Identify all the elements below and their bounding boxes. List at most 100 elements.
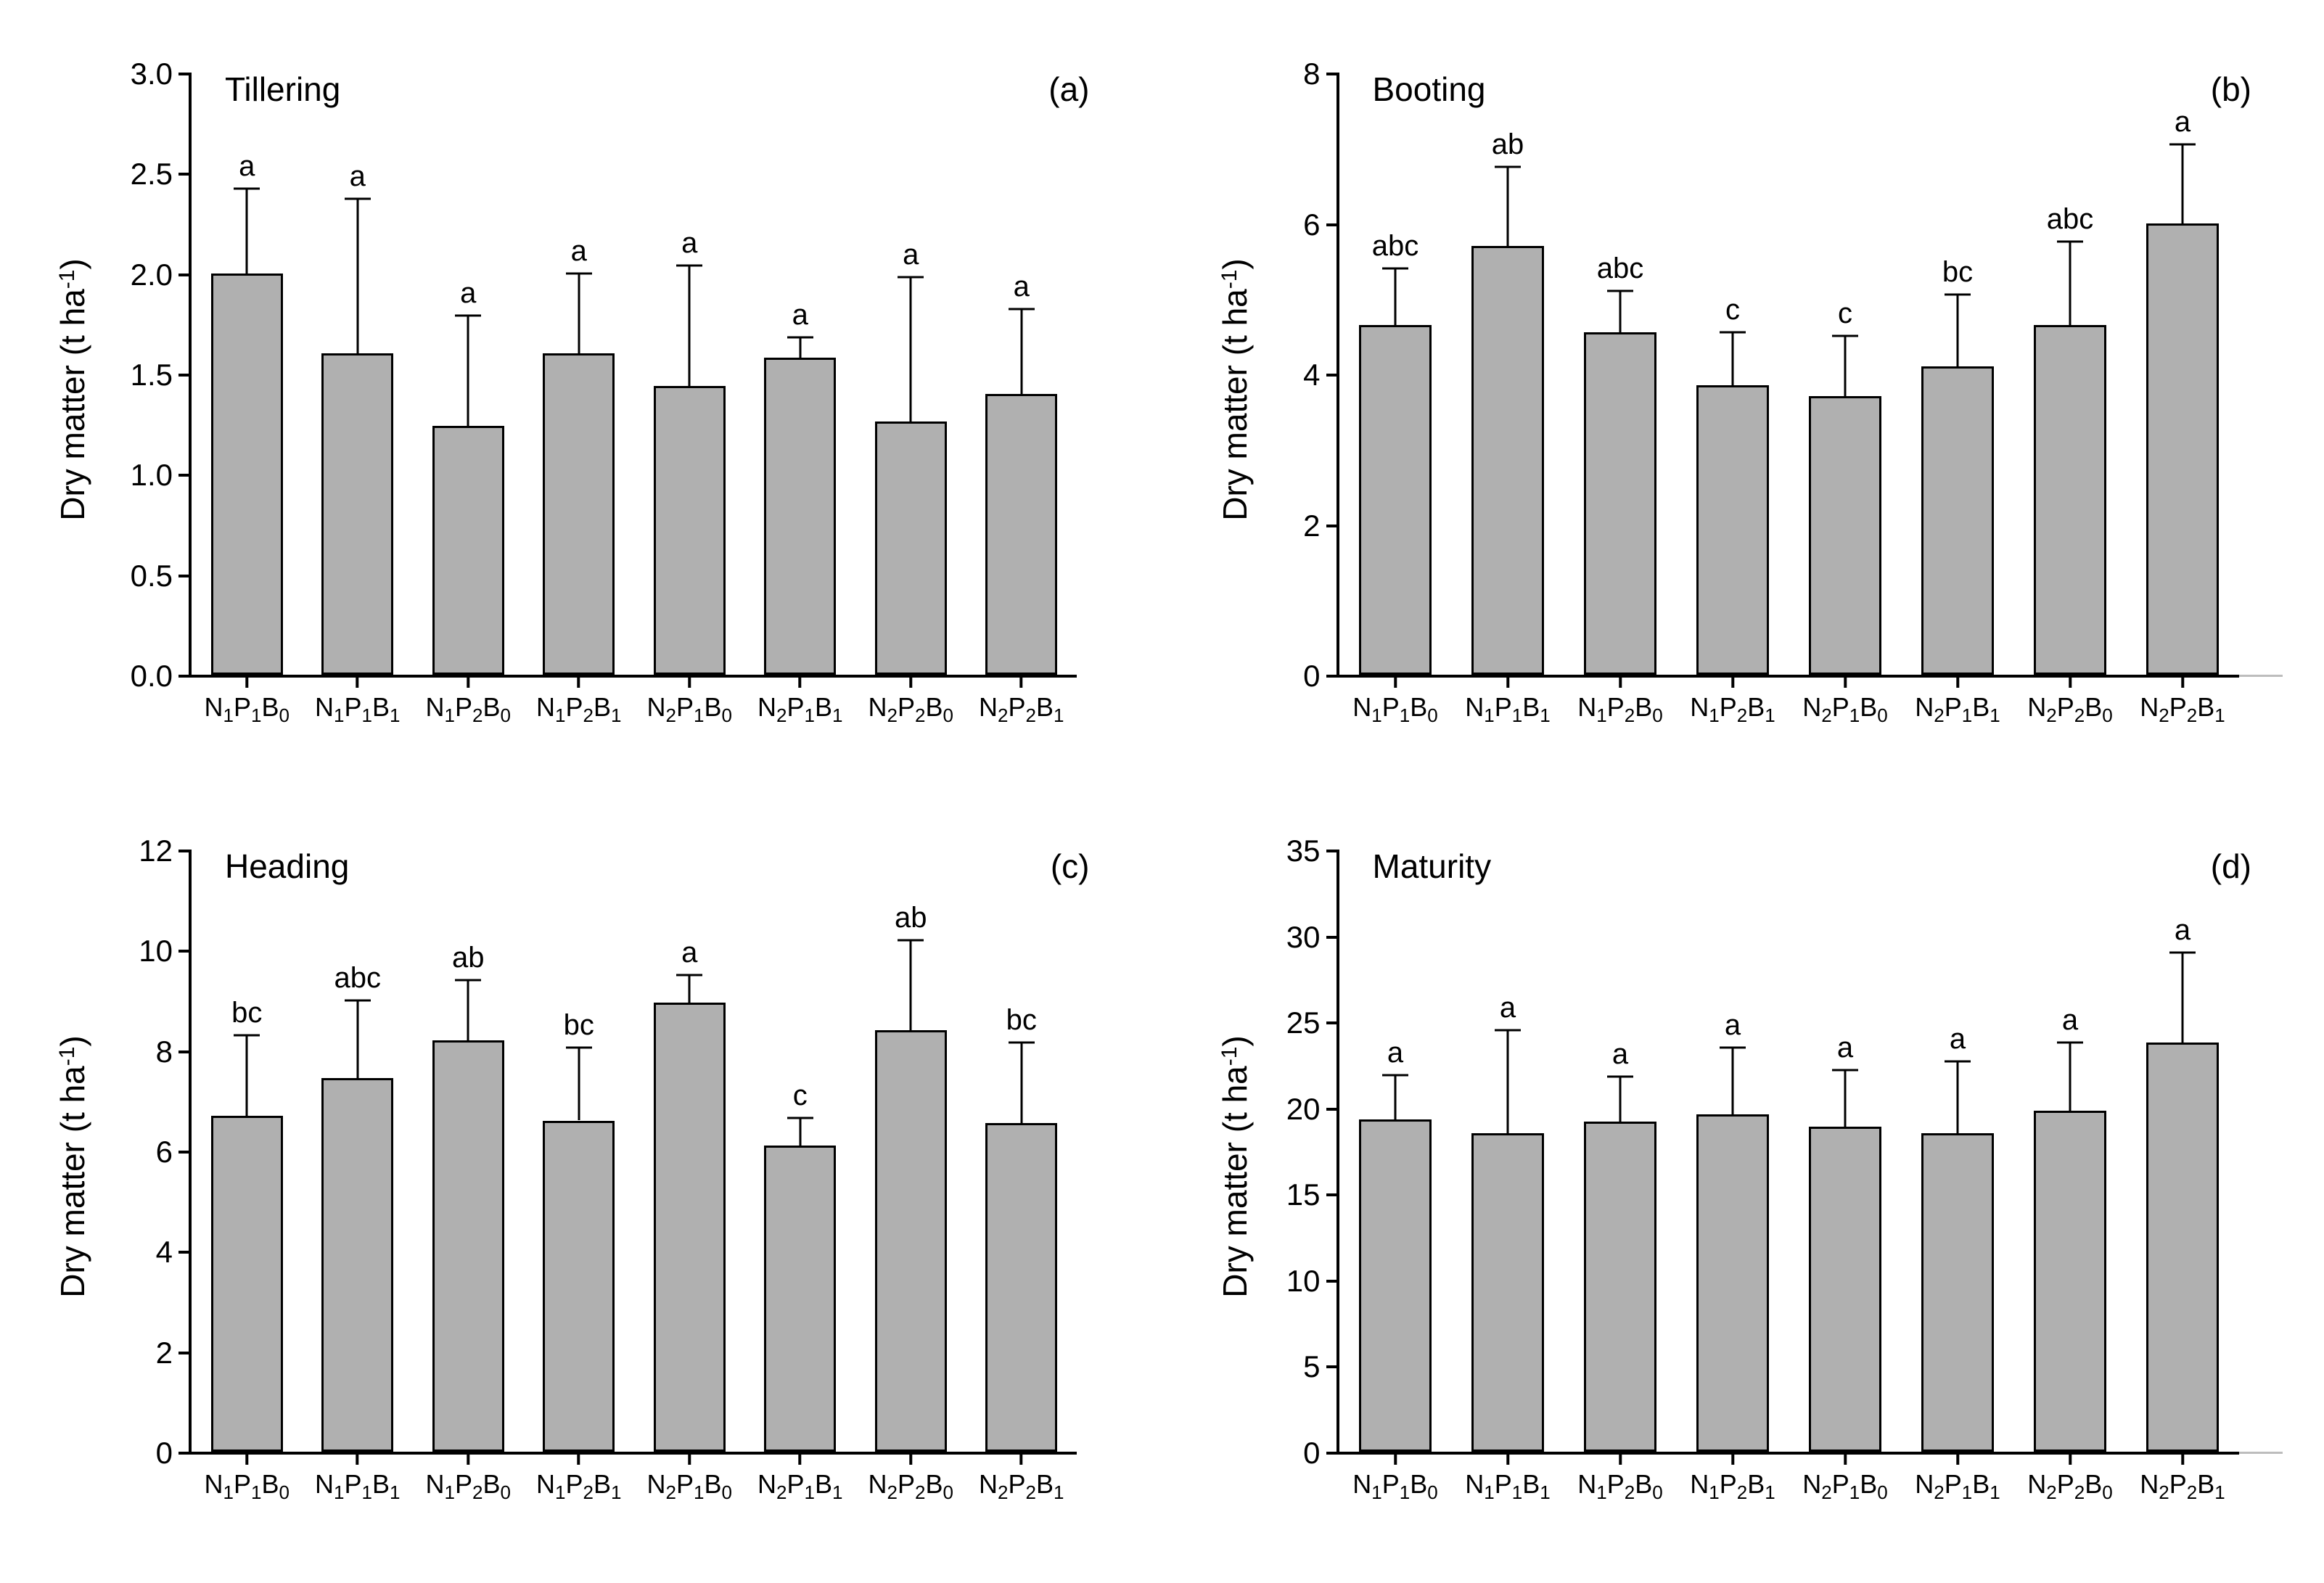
error-bar (356, 1000, 358, 1078)
error-bar (799, 337, 801, 358)
panel-title: Heading (225, 847, 349, 886)
xtick-mark (1619, 675, 1622, 688)
plot-area-a: 0.00.51.01.52.02.53.0aN1P1B0aN1P1B1aN1P2… (189, 73, 1077, 678)
ytick-mark (1326, 850, 1339, 852)
error-cap (1495, 1029, 1521, 1032)
xtick-label: N2P1B1 (757, 692, 842, 723)
xtick-mark (909, 1452, 912, 1465)
ytick-mark (178, 173, 192, 176)
error-cap (1009, 308, 1035, 311)
ytick: 0.0 (131, 659, 192, 694)
xtick-mark (1020, 1452, 1023, 1465)
error-cap (2057, 1041, 2083, 1043)
bar-significance-label: bc (564, 1009, 594, 1042)
xtick: N2P1B0 (1802, 1452, 1887, 1500)
bar (764, 1146, 836, 1452)
xaxis-extension (2239, 675, 2283, 677)
bar (2146, 223, 2220, 675)
bar (2034, 1111, 2107, 1452)
xtick-label: N1P2B1 (1690, 692, 1775, 723)
ytick-label: 8 (1303, 57, 1320, 91)
ytick-label: 1.5 (131, 358, 173, 392)
bar-significance-label: c (1725, 294, 1740, 326)
ytick: 30 (1286, 920, 1339, 955)
xtick-mark (467, 1452, 469, 1465)
xtick-mark (2069, 675, 2072, 688)
xtick: N1P2B1 (1690, 1452, 1775, 1500)
panel-title: Booting (1373, 70, 1486, 109)
xtick: N1P1B1 (1465, 675, 1550, 723)
error-bar (1619, 291, 1622, 332)
ytick: 1.0 (131, 458, 192, 493)
error-bar (1020, 1043, 1022, 1123)
ytick-label: 0.5 (131, 559, 173, 593)
ytick-mark (178, 1352, 192, 1354)
bar-significance-label: a (681, 227, 697, 260)
bar (1921, 366, 1995, 675)
ytick: 4 (1303, 358, 1339, 392)
bar (211, 274, 283, 675)
xtick-mark (1506, 1452, 1509, 1465)
xtick-label: N2P2B1 (2140, 692, 2225, 723)
error-cap (1832, 1069, 1858, 1071)
xtick-label: N2P2B0 (2027, 1469, 2112, 1500)
bar-significance-label: abc (334, 962, 382, 995)
xtick-label: N1P1B1 (315, 1469, 400, 1500)
bar (1921, 1133, 1995, 1452)
ytick: 5 (1303, 1349, 1339, 1384)
error-bar (910, 940, 912, 1031)
error-bar (2182, 953, 2184, 1042)
xtick-label: N1P2B1 (536, 692, 621, 723)
error-cap (787, 1117, 813, 1119)
bar (1696, 1114, 1770, 1452)
xtick-mark (2181, 675, 2184, 688)
xtick-label: N1P1B1 (1465, 692, 1550, 723)
xtick-label: N1P1B0 (1352, 1469, 1437, 1500)
xtick-label: N1P2B0 (426, 1469, 511, 1500)
bar (1584, 332, 1657, 675)
ytick-label: 10 (139, 934, 173, 969)
xtick-mark (1731, 1452, 1734, 1465)
ytick: 8 (156, 1035, 192, 1069)
xtick: N2P2B0 (2027, 1452, 2112, 1500)
ytick-label: 30 (1286, 920, 1321, 955)
bar-significance-label: ab (452, 942, 485, 974)
xtick-mark (2069, 1452, 2072, 1465)
bar (1809, 396, 1882, 675)
bar-significance-label: a (2062, 1004, 2078, 1037)
ytick-label: 2 (1303, 509, 1320, 543)
error-cap (1720, 331, 1746, 333)
xtick-mark (799, 1452, 802, 1465)
error-bar (1619, 1077, 1622, 1122)
ytick-mark (178, 1452, 192, 1455)
ytick-label: 15 (1286, 1177, 1321, 1212)
error-cap (1607, 289, 1633, 292)
ytick-label: 10 (1286, 1264, 1321, 1299)
panel-title: Maturity (1373, 847, 1492, 886)
ytick: 2.5 (131, 157, 192, 192)
error-cap (566, 1047, 592, 1049)
ytick: 0 (156, 1436, 192, 1471)
xtick: N1P1B0 (1352, 1452, 1437, 1500)
panel-letter: (c) (1051, 847, 1090, 886)
error-cap (1832, 335, 1858, 337)
xtick: N1P1B1 (1465, 1452, 1550, 1500)
ytick-label: 0 (156, 1436, 173, 1471)
xtick: N2P2B0 (2027, 675, 2112, 723)
bar-significance-label: bc (1006, 1004, 1037, 1037)
ytick-mark (1326, 374, 1339, 377)
error-bar (689, 975, 691, 1003)
ytick-mark (1326, 1193, 1339, 1196)
bar (543, 1121, 615, 1452)
error-bar (2182, 144, 2184, 223)
ytick-label: 1.0 (131, 458, 173, 493)
xtick-mark (688, 675, 691, 688)
bar-significance-label: a (1500, 992, 1516, 1024)
error-bar (1020, 309, 1022, 393)
panel-d: 05101520253035aN1P1B0aN1P1B1aN1P2B0aN1P2… (1191, 806, 2296, 1554)
xaxis-extension (2239, 1452, 2283, 1454)
ytick: 0 (1303, 1436, 1339, 1471)
bar (1359, 1119, 1432, 1452)
error-bar (356, 199, 358, 353)
bar-significance-label: a (792, 299, 808, 332)
